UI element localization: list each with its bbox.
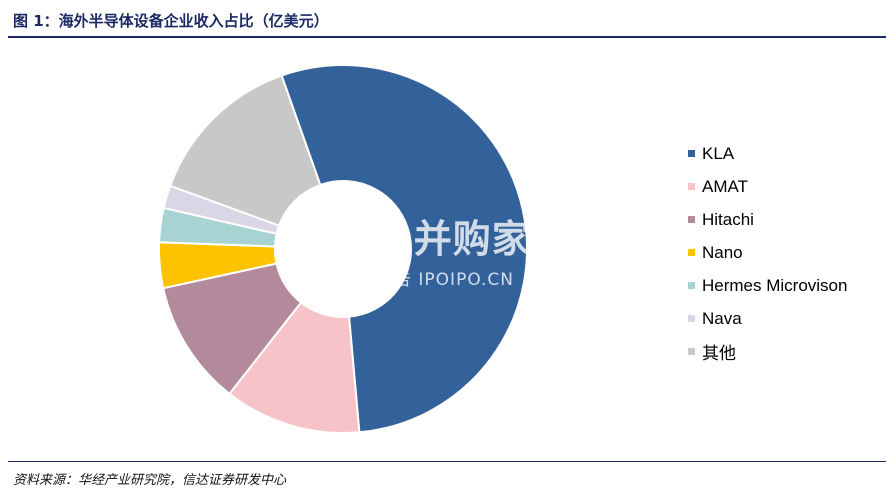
legend-label: Hermes Microvison [702,275,848,295]
chart-legend: KLA AMAT Hitachi Nano Hermes Microvison Nava 其… [688,137,847,368]
legend-swatch [688,315,695,322]
legend-swatch [688,348,695,355]
legend-swatch [688,150,695,157]
slice-hitachi [162,262,303,396]
source-note: 资料来源：华经产业研究院，信达证券研发中心 [13,473,287,488]
legend-label: KLA [702,143,735,163]
legend-item: Hitachi [688,203,847,236]
legend-swatch [688,183,695,190]
title-divider [8,36,886,38]
legend-label: Nava [702,308,742,328]
slice-amat [228,301,361,434]
legend-item: Nava [688,302,847,335]
legend-item: 其他 [688,335,847,368]
chart-title: 图 1：海外半导体设备企业收入占比（亿美元） [13,12,329,30]
legend-label: Hitachi [702,209,754,229]
legend-item: Nano [688,236,847,269]
legend-swatch [688,282,695,289]
legend-item: Hermes Microvison [688,269,847,302]
slice-其他 [168,74,322,227]
legend-label: AMAT [702,176,748,196]
slice-kla [280,64,528,434]
legend-swatch [688,216,695,223]
source-divider [8,461,886,462]
legend-label: Nano [702,242,743,262]
legend-item: AMAT [688,170,847,203]
legend-label: 其他 [702,344,736,363]
legend-swatch [688,249,695,256]
legend-item: KLA [688,137,847,170]
